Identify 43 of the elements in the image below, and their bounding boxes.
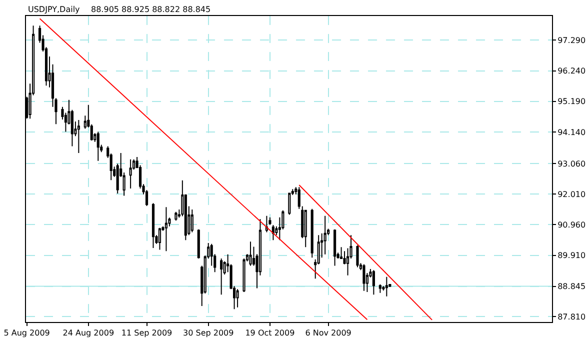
x-tick-label: 24 Aug 2009 (62, 328, 114, 338)
candlestick (372, 270, 375, 296)
candlestick (362, 264, 366, 292)
y-tick-label: 88.845 (558, 282, 586, 292)
y-tick-label: 90.960 (558, 220, 586, 230)
y-tick-label: 93.060 (558, 159, 586, 168)
candlestick (272, 224, 274, 241)
chart-title: USDJPY,Daily (28, 5, 80, 14)
y-tick-label: 92.010 (558, 190, 586, 199)
candlestick (310, 208, 314, 258)
candlestick (152, 202, 155, 248)
y-tick-label: 87.810 (558, 312, 586, 322)
candlestick (174, 211, 178, 222)
candlestick (288, 192, 291, 216)
y-tick-label: 97.290 (558, 36, 586, 45)
candlestick (324, 215, 326, 255)
candlestick (77, 120, 80, 154)
candlestick (158, 227, 162, 250)
candlestick (378, 284, 382, 294)
candlestick (190, 209, 194, 233)
x-tick-label: 5 Aug 2009 (4, 328, 50, 338)
x-tick-label: 6 Nov 2009 (305, 328, 352, 338)
candlestick (334, 228, 336, 266)
x-tick-label: 11 Sep 2009 (121, 328, 172, 338)
y-tick-label: 94.140 (558, 128, 586, 137)
chart-subtitle: 88.905 88.925 88.822 88.845 (91, 5, 211, 14)
y-tick-label: 96.240 (558, 66, 586, 76)
candlestick (265, 215, 268, 233)
candlestick (385, 276, 388, 297)
y-tick-label: 95.190 (558, 97, 586, 106)
x-tick-label: 30 Sep 2009 (183, 328, 234, 338)
candlestick (164, 206, 168, 252)
candlestick (129, 158, 132, 190)
x-tick-label: 19 Oct 2009 (245, 328, 295, 338)
candlestick (236, 288, 239, 308)
y-tick-label: 89.910 (558, 251, 586, 260)
candlestick (249, 241, 252, 266)
candlestick (242, 258, 246, 292)
candlestick (356, 244, 359, 268)
candlestick (96, 131, 100, 162)
candlestick (197, 228, 200, 259)
candlestick (304, 210, 307, 248)
candlestick (220, 258, 223, 296)
